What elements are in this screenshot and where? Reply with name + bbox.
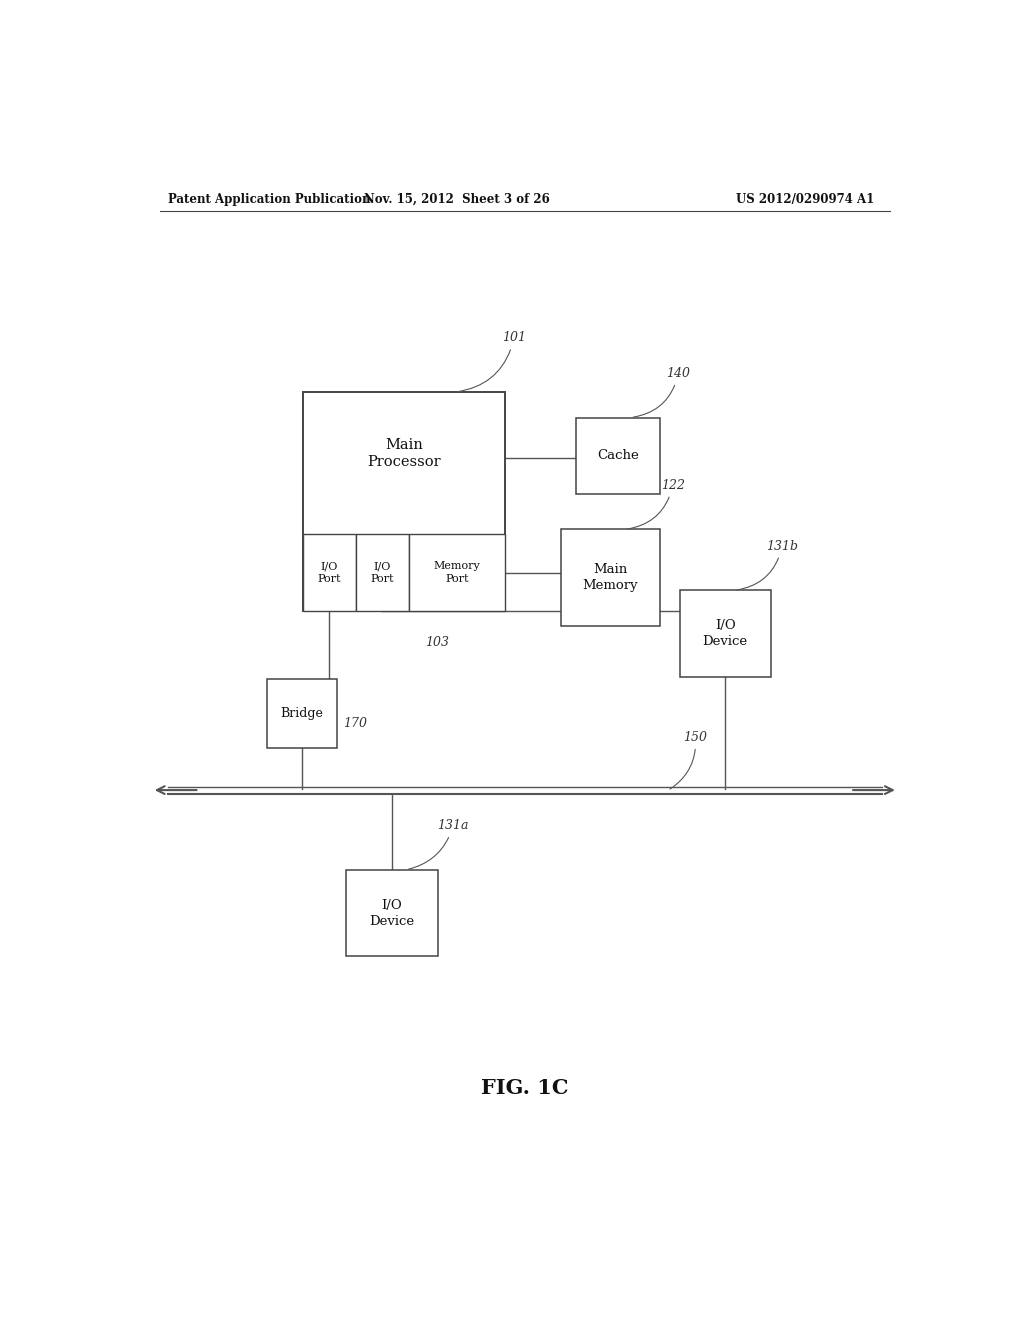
Text: Cache: Cache xyxy=(597,449,639,462)
Text: Nov. 15, 2012  Sheet 3 of 26: Nov. 15, 2012 Sheet 3 of 26 xyxy=(365,193,550,206)
Text: Main
Memory: Main Memory xyxy=(583,564,638,593)
Text: I/O
Port: I/O Port xyxy=(371,561,394,583)
Text: 150: 150 xyxy=(670,731,708,789)
Text: 140: 140 xyxy=(633,367,690,417)
Bar xyxy=(303,535,355,611)
Text: 122: 122 xyxy=(628,479,685,529)
Bar xyxy=(680,590,771,677)
Bar xyxy=(267,678,337,748)
Bar xyxy=(303,392,505,611)
Text: I/O
Port: I/O Port xyxy=(317,561,341,583)
Text: 131b: 131b xyxy=(737,540,798,590)
Text: I/O
Device: I/O Device xyxy=(702,619,748,648)
Text: Memory
Port: Memory Port xyxy=(433,561,480,583)
Bar xyxy=(355,535,409,611)
Bar xyxy=(346,870,437,956)
Text: 131a: 131a xyxy=(409,820,469,870)
Bar xyxy=(409,535,505,611)
Text: 101: 101 xyxy=(457,331,526,392)
Bar xyxy=(577,417,659,494)
Text: I/O
Device: I/O Device xyxy=(370,899,415,928)
Text: 170: 170 xyxy=(343,717,367,730)
Text: Main
Processor: Main Processor xyxy=(367,437,440,469)
Text: Patent Application Publication: Patent Application Publication xyxy=(168,193,371,206)
Text: FIG. 1C: FIG. 1C xyxy=(481,1078,568,1098)
Text: Bridge: Bridge xyxy=(281,706,324,719)
Bar xyxy=(560,529,659,626)
Text: 103: 103 xyxy=(425,636,449,649)
Text: US 2012/0290974 A1: US 2012/0290974 A1 xyxy=(735,193,873,206)
